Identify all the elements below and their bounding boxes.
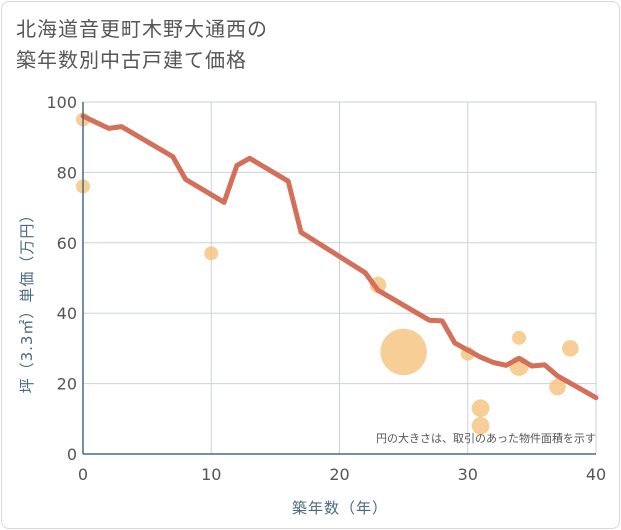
x-tick-label: 0 <box>78 465 88 484</box>
scatter-point <box>204 246 219 261</box>
scatter-points <box>76 112 579 435</box>
x-tick-label: 40 <box>586 465 606 484</box>
y-tick-label: 60 <box>57 234 77 253</box>
grid-lines <box>82 101 597 455</box>
axes: 0 10 20 30 40 0 20 40 60 80 100 <box>46 93 606 484</box>
chart-title-line2: 築年数別中古戸建て価格 <box>16 48 247 72</box>
scatter-point <box>562 340 579 357</box>
x-tick-label: 20 <box>329 465 349 484</box>
y-tick-label: 100 <box>46 93 77 112</box>
y-tick-label: 0 <box>67 445 77 464</box>
x-tick-label: 30 <box>458 465 478 484</box>
y-tick-label: 40 <box>57 304 77 323</box>
scatter-point <box>380 328 427 376</box>
average-price-line <box>80 113 599 401</box>
chart-title: 北海道音更町木野大通西の 築年数別中古戸建て価格 <box>16 14 268 76</box>
y-tick-label: 80 <box>57 163 77 182</box>
trend-line <box>80 113 599 401</box>
x-tick-label: 10 <box>201 465 221 484</box>
x-axis-label: 築年数（年） <box>292 499 388 517</box>
scatter-point <box>549 378 566 396</box>
chart-title-line1: 北海道音更町木野大通西の <box>16 17 268 41</box>
y-tick-label: 20 <box>57 375 77 394</box>
scatter-point <box>471 416 490 435</box>
y-axis-label: 坪（3.3㎡）単価（万円） <box>18 207 36 394</box>
scatter-point <box>512 330 527 345</box>
scatter-point <box>471 399 490 418</box>
bubble-size-note: 円の大きさは、取引のあった物件面積を示す <box>376 431 596 445</box>
